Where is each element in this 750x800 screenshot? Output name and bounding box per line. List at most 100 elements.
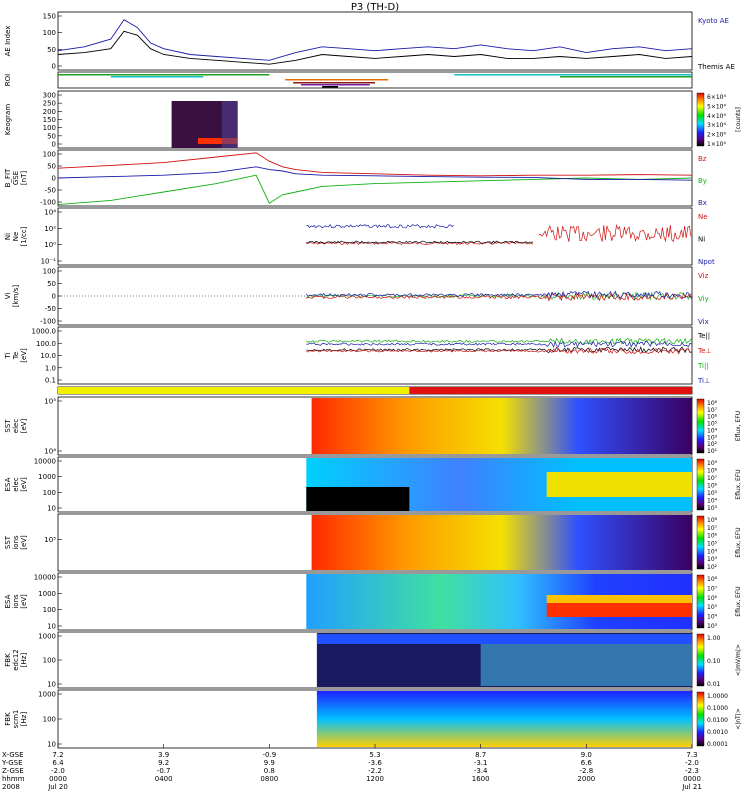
- ytick-label: 1000.0: [32, 328, 57, 336]
- ytick-label: 1000: [38, 590, 56, 598]
- colorbar-label: 10⁵: [707, 604, 718, 611]
- colorbar-label: 10⁸: [707, 517, 718, 524]
- ytick-label: 10⁵: [44, 398, 56, 406]
- colorbar-label: 10⁷: [707, 525, 718, 532]
- colorbar-label: 10⁹: [707, 460, 718, 467]
- ytick-label: 10²: [44, 225, 56, 233]
- colorbar: [696, 633, 705, 687]
- ytick-label: 100: [43, 657, 56, 665]
- colorbar-label: 0.01: [707, 681, 721, 688]
- ytick-label: 200: [43, 108, 56, 116]
- ylabel: [1/cc]: [20, 226, 28, 246]
- colorbar-label: 0.10: [707, 658, 721, 665]
- colorbar-label: 1×10⁴: [707, 141, 726, 148]
- ylabel: SST: [4, 419, 12, 433]
- colorbar: [696, 458, 705, 511]
- colorbar: [696, 691, 705, 747]
- ylabel: ROI: [4, 74, 12, 86]
- ytick-label: 50: [47, 280, 56, 288]
- xtick-label: Jul 21: [681, 783, 702, 791]
- ytick-label: 0: [52, 175, 56, 183]
- colorbar-label: 1.00: [707, 635, 721, 642]
- ytick-label: 0.1: [45, 377, 56, 385]
- xaxis-row-label: hhmm: [2, 775, 25, 783]
- ylabel: ions: [12, 594, 20, 609]
- panel-frame: [57, 11, 693, 71]
- colorbar-label: 3×10⁴: [707, 122, 726, 129]
- roi-bar: [110, 76, 204, 78]
- xtick-label: 0000: [683, 775, 701, 783]
- ytick-label: 0: [52, 63, 56, 71]
- panel-ae: AE Index 0 50 100 150 Kyoto AE Themis AE: [4, 11, 735, 71]
- ytick-label: 100: [43, 124, 56, 132]
- colorbar-label: 10⁴: [707, 498, 718, 505]
- colorbar-label: 10⁵: [707, 421, 718, 428]
- xtick-label: -3.1: [474, 759, 488, 767]
- xaxis-row-label: X-GSE: [2, 751, 24, 759]
- legend-entry: Viz: [698, 272, 709, 280]
- ylabel: [eV]: [20, 348, 28, 363]
- xtick-label: 6.6: [581, 759, 593, 767]
- colorbar-label: 10⁸: [707, 400, 718, 407]
- ytick-label: 10⁰: [44, 241, 56, 249]
- colorbar-label: 10³: [707, 434, 718, 441]
- colorbar-label: 10⁷: [707, 407, 718, 414]
- colorbar-label: 10⁷: [707, 475, 718, 482]
- xtick-label: -2.8: [579, 767, 593, 775]
- spectrogram-sst-elec: [311, 398, 692, 454]
- colorbar-title: Eflux, EFU: [735, 411, 742, 441]
- xtick-label: 9.0: [581, 751, 592, 759]
- ytick-label: 10000: [34, 574, 56, 582]
- ylabel: ions: [12, 535, 20, 550]
- colorbar-label: 10⁶: [707, 533, 718, 540]
- colorbar-label: 10³: [707, 505, 718, 512]
- ylabel: FBK: [4, 712, 12, 726]
- ytick-label: 150: [43, 13, 56, 21]
- colorbar-label: 10⁷: [707, 585, 718, 592]
- colorbar-title: <|mV/m|>: [735, 644, 742, 676]
- ylabel: B_FIT: [4, 168, 12, 187]
- series-line-ti-perp: [306, 340, 692, 348]
- spectrogram-sst-ions: [311, 515, 692, 570]
- chart-title: P3 (TH-D): [351, 2, 399, 13]
- xtick-label: -0.9: [262, 751, 276, 759]
- spectrogram-gap: [306, 487, 410, 511]
- xtick-label: -3.6: [368, 759, 382, 767]
- ylabel: [eV]: [20, 418, 28, 433]
- spectrogram-band: [316, 634, 692, 644]
- xtick-label: 8.7: [475, 751, 486, 759]
- ytick-label: 50: [47, 46, 56, 54]
- ytick-label: 10⁴: [44, 209, 56, 217]
- spectrogram-band: [546, 472, 692, 497]
- xtick-label: -2.3: [685, 767, 699, 775]
- ytick-label: 1000: [38, 473, 56, 481]
- xtick-label: 0000: [49, 775, 67, 783]
- keogram-bright: [221, 101, 238, 148]
- ytick-label: 50: [47, 163, 56, 171]
- series-line-ni: [306, 240, 534, 244]
- colorbar: [696, 92, 705, 147]
- spectrogram-fbk-scm: [316, 691, 692, 747]
- colorbar-title: Eflux, EFU: [735, 586, 742, 616]
- xtick-label: -2.0: [685, 759, 699, 767]
- ylabel: [km/s]: [12, 285, 20, 308]
- ytick-label: -50: [45, 305, 56, 313]
- colorbar-label: 10⁶: [707, 483, 718, 490]
- series-line-bz: [57, 152, 693, 177]
- ytick-label: 0: [52, 141, 56, 149]
- series-line-ne: [538, 223, 692, 243]
- legend-entry: Npot: [698, 258, 715, 266]
- ytick-label: 1000: [38, 691, 56, 699]
- colorbar-title: Eflux, EFU: [735, 469, 742, 499]
- legend-entry: Te⊥: [697, 347, 712, 355]
- xtick-label: 0800: [260, 775, 278, 783]
- legend-entry: Viy: [698, 295, 709, 303]
- roi-bar: [58, 74, 270, 76]
- roi-bar: [301, 84, 370, 86]
- colorbar-label: 0.0001: [707, 741, 728, 748]
- colorbar-label: 10⁶: [707, 414, 718, 421]
- spectrogram-band: [546, 603, 692, 617]
- ylabel: [eV]: [20, 477, 28, 492]
- ylabel: GSE: [12, 171, 20, 185]
